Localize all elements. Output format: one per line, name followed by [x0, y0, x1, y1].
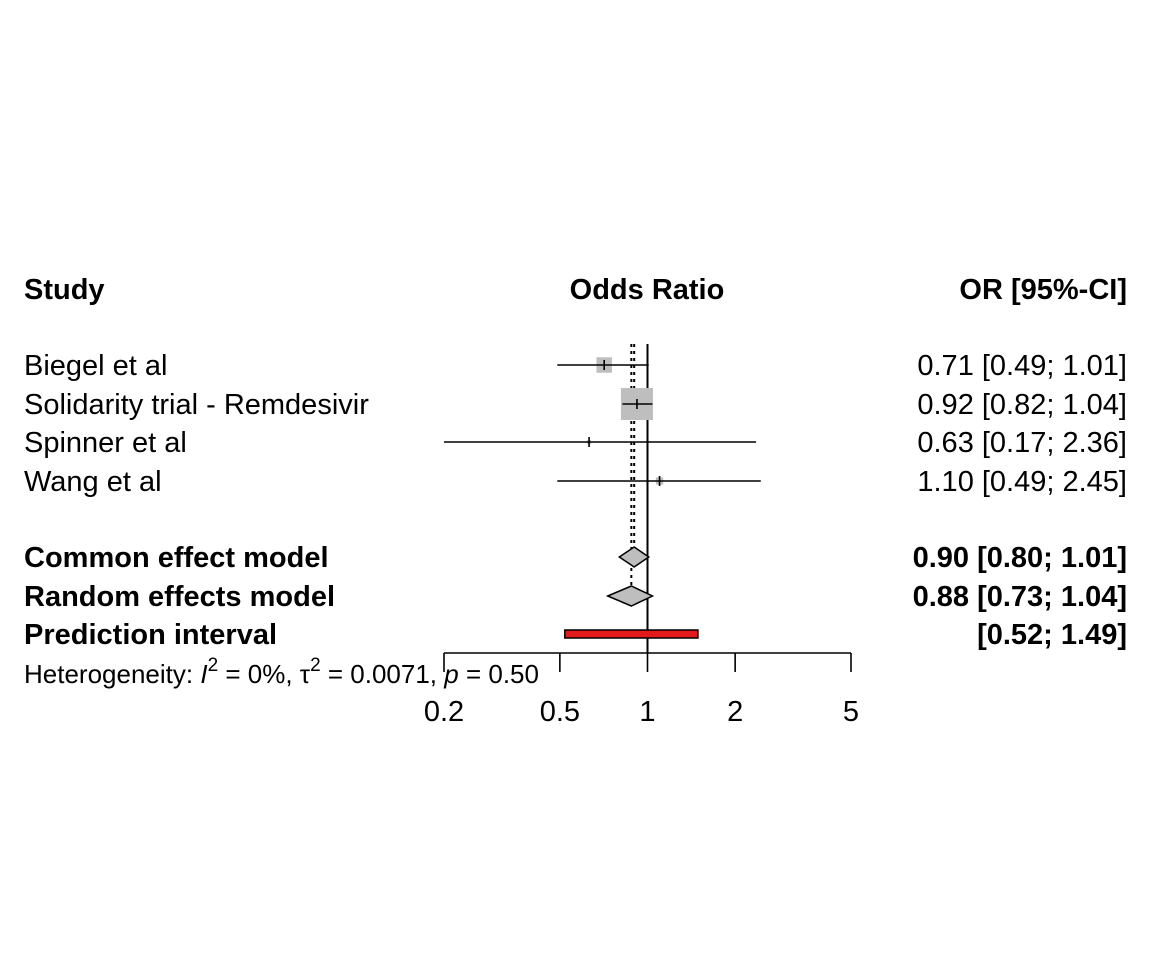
- tau-superscript: 2: [310, 655, 321, 676]
- i2-value: = 0%,: [218, 659, 300, 689]
- prediction-interval-bar: [564, 629, 699, 639]
- header-study: Study: [24, 274, 105, 306]
- header-effect: Odds Ratio: [570, 274, 725, 306]
- heterogeneity-prefix: Heterogeneity:: [24, 659, 200, 689]
- p-symbol: p: [443, 659, 458, 689]
- tau-symbol: τ: [300, 659, 311, 689]
- study-label: Solidarity trial - Remdesivir: [24, 389, 369, 421]
- x-tick-label: 5: [843, 696, 859, 728]
- p-value: = 0.50: [459, 659, 539, 689]
- summary-label: Common effect model: [24, 542, 329, 574]
- summary-label: Random effects model: [24, 581, 335, 613]
- study-ci-text: 0.63 [0.17; 2.36]: [917, 427, 1127, 459]
- x-tick-label: 0.5: [540, 696, 580, 728]
- tau-value: = 0.0071,: [321, 659, 445, 689]
- study-label: Biegel et al: [24, 350, 168, 382]
- i2-superscript: 2: [208, 655, 219, 676]
- study-ci-text: 0.71 [0.49; 1.01]: [917, 350, 1127, 382]
- header-ci: OR [95%-CI]: [959, 274, 1127, 306]
- summary-diamond: [605, 585, 655, 607]
- x-tick-label: 2: [727, 696, 743, 728]
- x-tick-label: 1: [639, 696, 655, 728]
- summary-diamond: [617, 546, 651, 568]
- study-ci-text: 1.10 [0.49; 2.45]: [917, 466, 1127, 498]
- summary-ci-text: 0.90 [0.80; 1.01]: [913, 542, 1127, 574]
- prediction-ci-text: [0.52; 1.49]: [977, 619, 1127, 651]
- summary-ci-text: 0.88 [0.73; 1.04]: [913, 581, 1127, 613]
- x-tick-label: 0.2: [424, 696, 464, 728]
- forest-marks: 0.2 0.5 1 2 5: [424, 344, 859, 728]
- i2-symbol: I: [200, 659, 207, 689]
- study-label: Wang et al: [24, 466, 162, 498]
- study-ci-text: 0.92 [0.82; 1.04]: [917, 389, 1127, 421]
- prediction-label: Prediction interval: [24, 619, 277, 651]
- study-label: Spinner et al: [24, 427, 187, 459]
- heterogeneity-text: Heterogeneity: I2 = 0%, τ2 = 0.0071, p =…: [24, 655, 539, 689]
